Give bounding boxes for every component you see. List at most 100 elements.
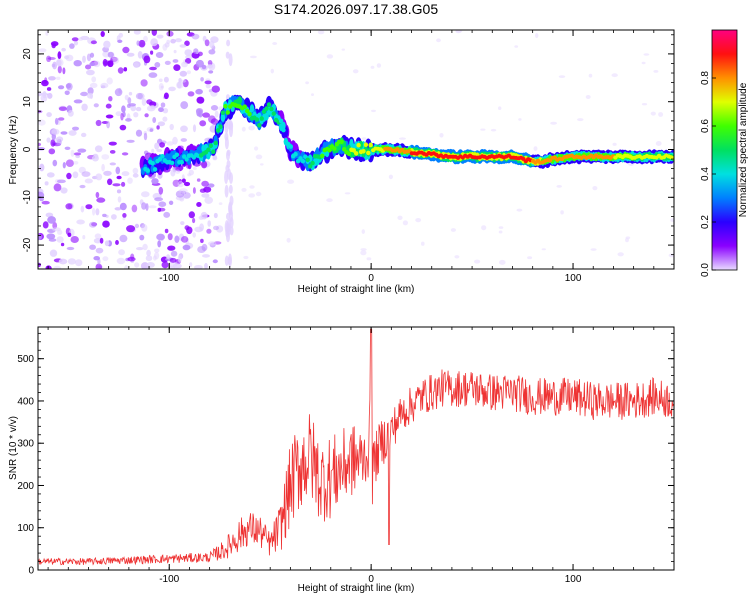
noise-blob bbox=[135, 129, 143, 137]
noise-blob bbox=[144, 113, 149, 118]
noise-blob bbox=[58, 258, 68, 265]
noise-blob bbox=[192, 217, 196, 224]
noise-blob bbox=[249, 55, 257, 59]
noise-blob bbox=[51, 63, 56, 68]
noise-blob bbox=[93, 103, 99, 108]
ridge-mark bbox=[150, 161, 155, 166]
noise-blob bbox=[46, 137, 51, 143]
noise-blob bbox=[214, 110, 219, 118]
noise-blob bbox=[46, 233, 56, 240]
noise-blob bbox=[498, 230, 503, 234]
noise-blob bbox=[48, 148, 56, 155]
noise-blob bbox=[229, 121, 234, 131]
noise-blob bbox=[114, 88, 123, 97]
noise-blob bbox=[287, 179, 295, 184]
noise-blob bbox=[188, 211, 195, 219]
noise-blob bbox=[157, 207, 162, 212]
noise-blob bbox=[52, 61, 57, 70]
noise-blob bbox=[192, 187, 196, 194]
ridge-mark bbox=[218, 124, 223, 129]
noise-blob bbox=[109, 150, 116, 154]
noise-blob bbox=[65, 83, 71, 89]
ridge-mark bbox=[225, 110, 230, 115]
noise-blob bbox=[480, 128, 486, 131]
x-tick-label: 100 bbox=[565, 574, 582, 585]
noise-blob bbox=[136, 40, 140, 46]
snr-panel: -100 0 100 0 100 200 300 400 500 Height of strai… bbox=[8, 326, 675, 594]
noise-blob bbox=[66, 246, 75, 251]
noise-blob bbox=[75, 154, 81, 159]
noise-blob bbox=[156, 125, 160, 130]
y-tick-label: 200 bbox=[17, 481, 34, 492]
noise-blob bbox=[148, 205, 157, 209]
noise-blob bbox=[107, 178, 113, 186]
ridge-mark bbox=[196, 146, 201, 155]
noise-blob bbox=[104, 240, 110, 247]
noise-blob bbox=[192, 232, 196, 238]
ridge-mark bbox=[215, 128, 221, 133]
noise-blob bbox=[116, 175, 122, 180]
noise-blob bbox=[73, 152, 82, 156]
noise-blob bbox=[97, 258, 101, 266]
noise-blob bbox=[186, 226, 193, 235]
noise-blob bbox=[454, 255, 460, 259]
y-tick-label: 100 bbox=[17, 523, 34, 534]
noise-blob bbox=[590, 248, 597, 251]
noise-blob bbox=[202, 112, 211, 118]
noise-blob bbox=[272, 42, 278, 45]
noise-blob bbox=[100, 31, 105, 37]
ridge-mark bbox=[254, 117, 260, 122]
noise-blob bbox=[176, 81, 184, 89]
noise-blob bbox=[150, 50, 154, 55]
noise-blob bbox=[164, 60, 171, 65]
noise-blob bbox=[370, 65, 375, 69]
noise-blob bbox=[341, 48, 345, 51]
ridge-mark bbox=[320, 153, 325, 159]
ridge-mark bbox=[363, 142, 369, 147]
noise-blob bbox=[50, 41, 59, 47]
noise-blob bbox=[87, 87, 94, 95]
noise-blob bbox=[180, 125, 188, 133]
ridge-mark bbox=[237, 96, 243, 105]
noise-blob bbox=[166, 254, 171, 260]
noise-blob bbox=[225, 51, 230, 59]
noise-blob bbox=[186, 32, 195, 37]
noise-blob bbox=[166, 141, 174, 146]
noise-blob bbox=[167, 233, 173, 241]
noise-blob bbox=[228, 201, 233, 214]
noise-blob bbox=[153, 255, 157, 261]
noise-blob bbox=[47, 57, 56, 60]
noise-blob bbox=[402, 220, 408, 226]
noise-blob bbox=[67, 110, 74, 117]
noise-blob bbox=[91, 155, 99, 162]
noise-blob bbox=[641, 103, 648, 106]
y-tick-label: 300 bbox=[17, 439, 34, 450]
noise-blob bbox=[86, 53, 92, 62]
ridge-mark bbox=[160, 154, 165, 159]
noise-blob bbox=[38, 91, 42, 97]
noise-blob bbox=[498, 226, 504, 229]
noise-blob bbox=[119, 234, 128, 243]
noise-blob bbox=[108, 96, 113, 102]
noise-blob bbox=[146, 266, 151, 269]
noise-blob bbox=[81, 171, 91, 177]
noise-blob bbox=[60, 131, 68, 135]
noise-blob bbox=[151, 148, 155, 154]
noise-blob bbox=[96, 197, 106, 203]
noise-blob bbox=[64, 90, 70, 96]
noise-blob bbox=[450, 228, 456, 232]
noise-blob bbox=[38, 262, 42, 268]
noise-blob bbox=[122, 111, 126, 118]
noise-blob bbox=[41, 80, 48, 84]
noise-blob bbox=[66, 172, 72, 180]
noise-blob bbox=[54, 117, 59, 125]
noise-blob bbox=[58, 106, 67, 112]
noise-blob bbox=[360, 248, 367, 251]
noise-blob bbox=[213, 225, 219, 231]
noise-blob bbox=[134, 262, 140, 268]
noise-blob bbox=[111, 214, 117, 220]
noise-blob bbox=[61, 47, 66, 52]
noise-blob bbox=[182, 244, 191, 251]
noise-blob bbox=[154, 197, 164, 202]
